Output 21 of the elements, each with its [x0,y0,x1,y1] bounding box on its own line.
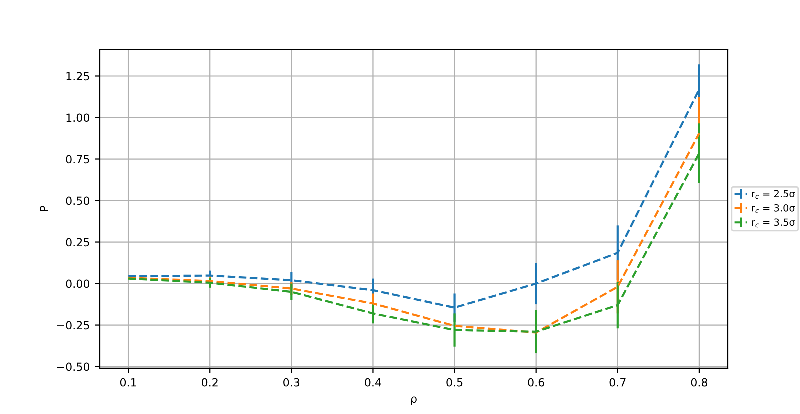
y-tick-label: −0.50 [57,362,90,372]
x-tick-label: 0.4 [365,378,382,387]
x-tick-label: 0.7 [610,378,626,387]
x-tick-label: 0.5 [446,378,463,387]
x-tick-label: 0.2 [202,378,218,387]
x-tick-label: 0.1 [120,378,136,387]
x-tick-label: 0.3 [284,378,300,387]
y-tick-label: 1.25 [66,72,90,81]
y-tick-label: 0.25 [66,238,90,247]
x-tick-label: 0.8 [691,378,708,387]
y-tick-label: 0.00 [66,280,90,288]
legend-label: r$_{c}$ = 3.5σ [752,218,796,228]
y-tick-label: −0.25 [57,321,90,330]
legend-label: r$_{c}$ = 3.0σ [752,204,796,214]
legend-label: r$_{c}$ = 2.5σ [752,190,796,200]
x-tick-label: 0.6 [528,378,544,387]
y-tick-label: 0.50 [66,196,90,206]
y-tick-label: 0.75 [66,155,90,164]
y-axis-title: P [40,206,48,212]
x-axis-title: ρ [411,396,417,406]
y-tick-label: 1.00 [66,114,90,122]
